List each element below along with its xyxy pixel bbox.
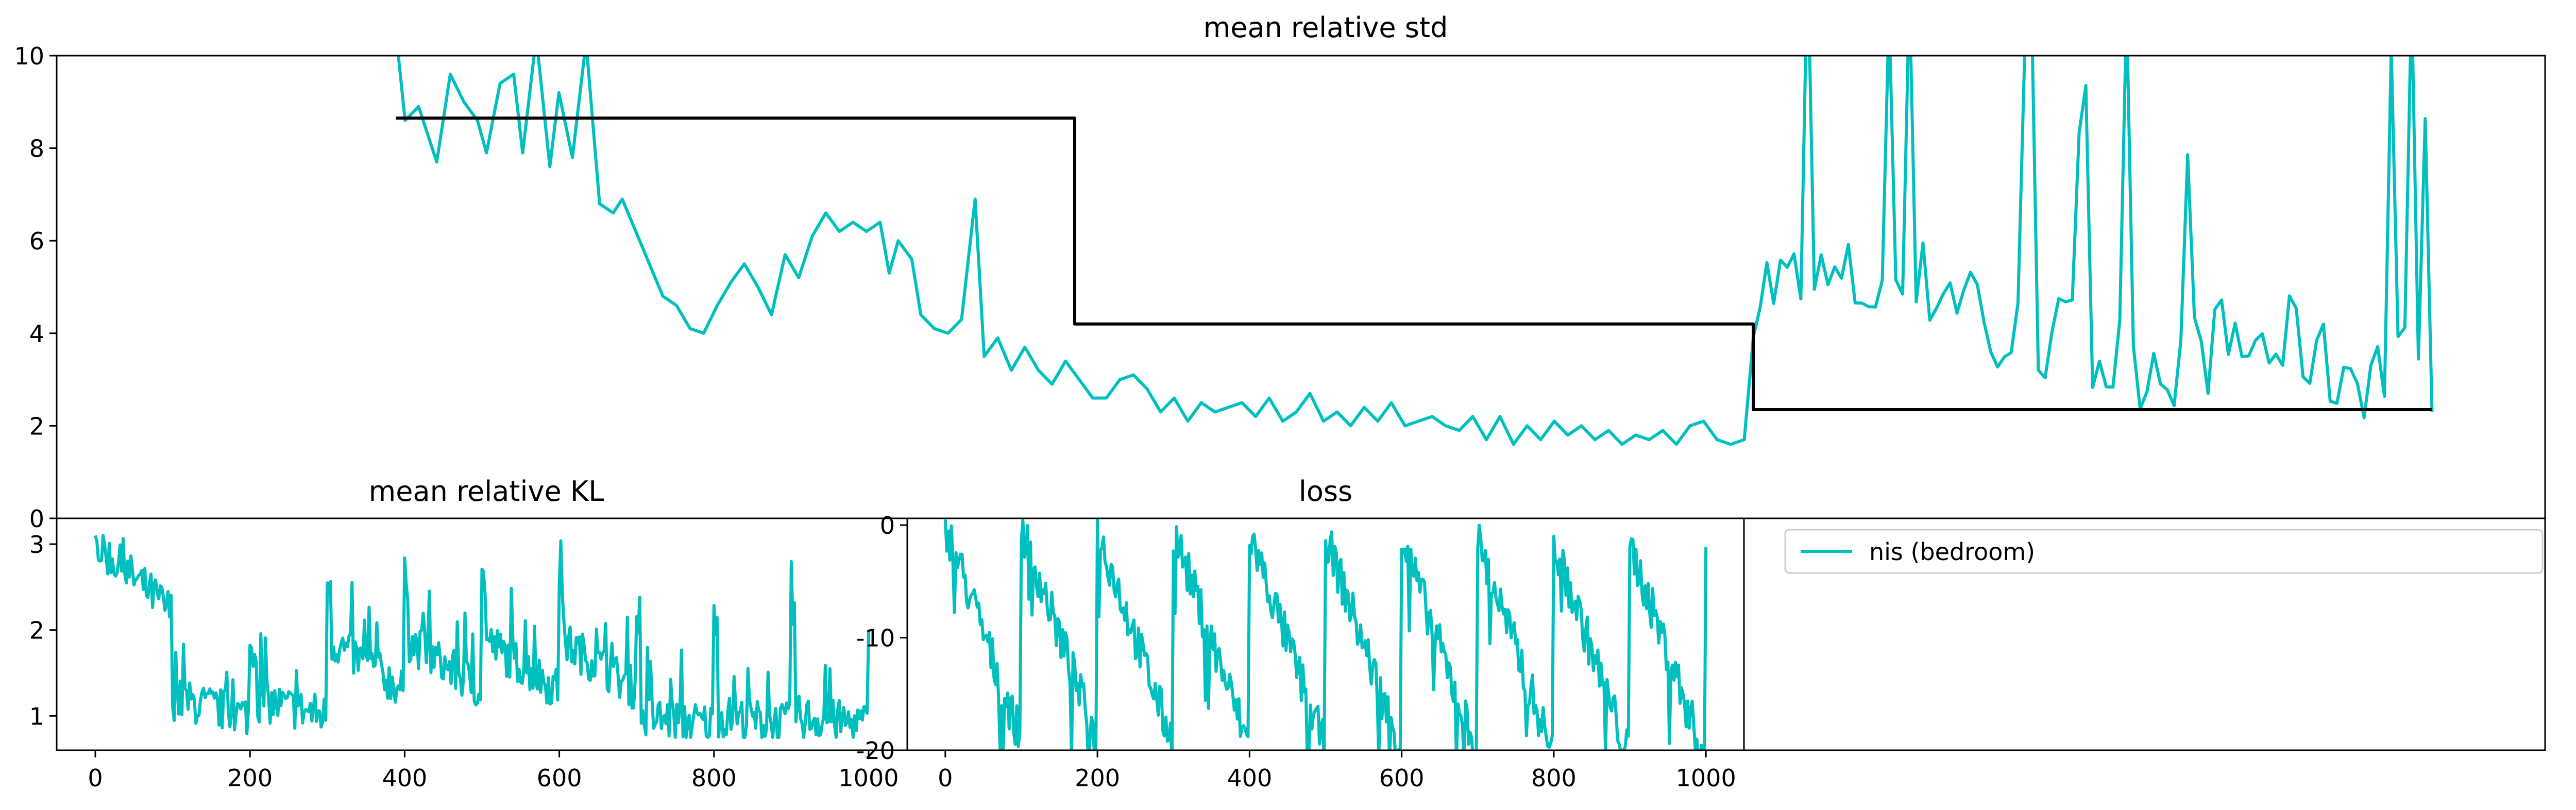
x-tick-label: 600 — [1379, 764, 1425, 792]
x-tick-label: 400 — [1227, 764, 1272, 792]
y-tick-label: 0 — [880, 512, 895, 539]
x-tick-label: 0 — [938, 764, 953, 792]
series-line-nis — [94, 534, 870, 739]
y-tick-label: 10 — [14, 42, 44, 70]
y-tick-label: -20 — [856, 737, 895, 765]
chart-loss-plot-area — [943, 518, 1708, 750]
legend-panel: nis (bedroom) — [1743, 517, 2546, 751]
y-tick-label: -10 — [856, 625, 895, 652]
y-tick-label: 4 — [29, 320, 44, 348]
legend-label-nis: nis (bedroom) — [1869, 538, 2035, 566]
chart-loss-y-axis: 0 -10 -20 — [856, 512, 907, 765]
y-tick-label: 0 — [29, 505, 44, 533]
y-tick-label: 2 — [29, 617, 44, 645]
x-tick-label: 0 — [88, 764, 103, 792]
y-tick-label: 2 — [29, 412, 44, 440]
chart-std-title: mean relative std — [1204, 11, 1448, 44]
chart-kl-title: mean relative KL — [369, 475, 604, 508]
x-tick-label: 1000 — [1676, 764, 1736, 792]
y-tick-label: 1 — [29, 702, 44, 730]
x-tick-label: 600 — [537, 764, 582, 792]
chart-std: mean relative std 0 2 4 6 8 10 — [14, 11, 2546, 533]
legend-box — [1784, 529, 2544, 574]
y-tick-label: 3 — [29, 531, 44, 559]
chart-std-y-axis: 0 2 4 6 8 10 — [14, 42, 57, 533]
chart-loss-title: loss — [1299, 475, 1352, 508]
x-tick-label: 200 — [1075, 764, 1120, 792]
x-tick-label: 1000 — [838, 764, 899, 792]
series-line-nis — [397, 56, 2434, 446]
x-tick-label: 800 — [1531, 764, 1577, 792]
y-tick-label: 6 — [29, 227, 44, 255]
x-tick-label: 800 — [691, 764, 737, 792]
chart-kl-x-axis: 0 200 400 600 800 1000 — [88, 750, 899, 792]
chart-kl-plot-area — [94, 534, 870, 739]
y-tick-label: 8 — [29, 135, 44, 163]
chart-kl-y-axis: 1 2 3 — [29, 531, 57, 730]
chart-std-plot-area — [396, 56, 2434, 446]
x-tick-label: 400 — [382, 764, 428, 792]
x-tick-label: 200 — [227, 764, 273, 792]
series-line-reference — [396, 116, 2432, 411]
legend-panel-frame — [1743, 517, 2546, 751]
chart-loss-x-axis: 0 200 400 600 800 1000 — [938, 750, 1736, 792]
series-line-nis — [943, 518, 1708, 750]
